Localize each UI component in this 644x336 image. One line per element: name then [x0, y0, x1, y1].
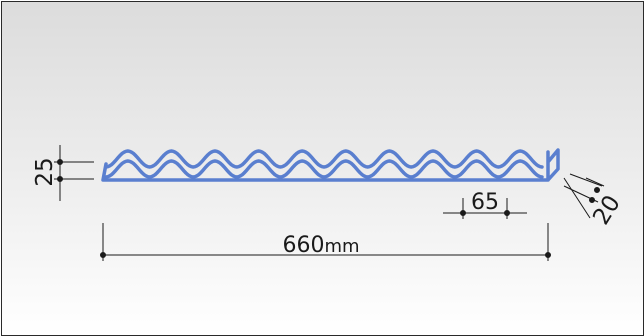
depth-dimension — [563, 173, 605, 219]
profile-outline — [101, 148, 560, 182]
length-value: 660 — [282, 233, 324, 258]
pitch-dimension — [443, 198, 527, 219]
profile-wave-top — [104, 149, 544, 169]
height-dimension — [54, 145, 94, 201]
height-dimension-label: 25 — [32, 157, 58, 186]
profile-wave-bottom — [104, 159, 544, 179]
length-dimension — [100, 223, 551, 261]
depth-dimension-label: 20 — [588, 191, 626, 230]
length-dimension-label: 660mm — [282, 233, 359, 258]
corrugated-profile — [101, 148, 560, 182]
pitch-dimension-label: 65 — [471, 190, 499, 215]
length-unit: mm — [324, 236, 359, 257]
